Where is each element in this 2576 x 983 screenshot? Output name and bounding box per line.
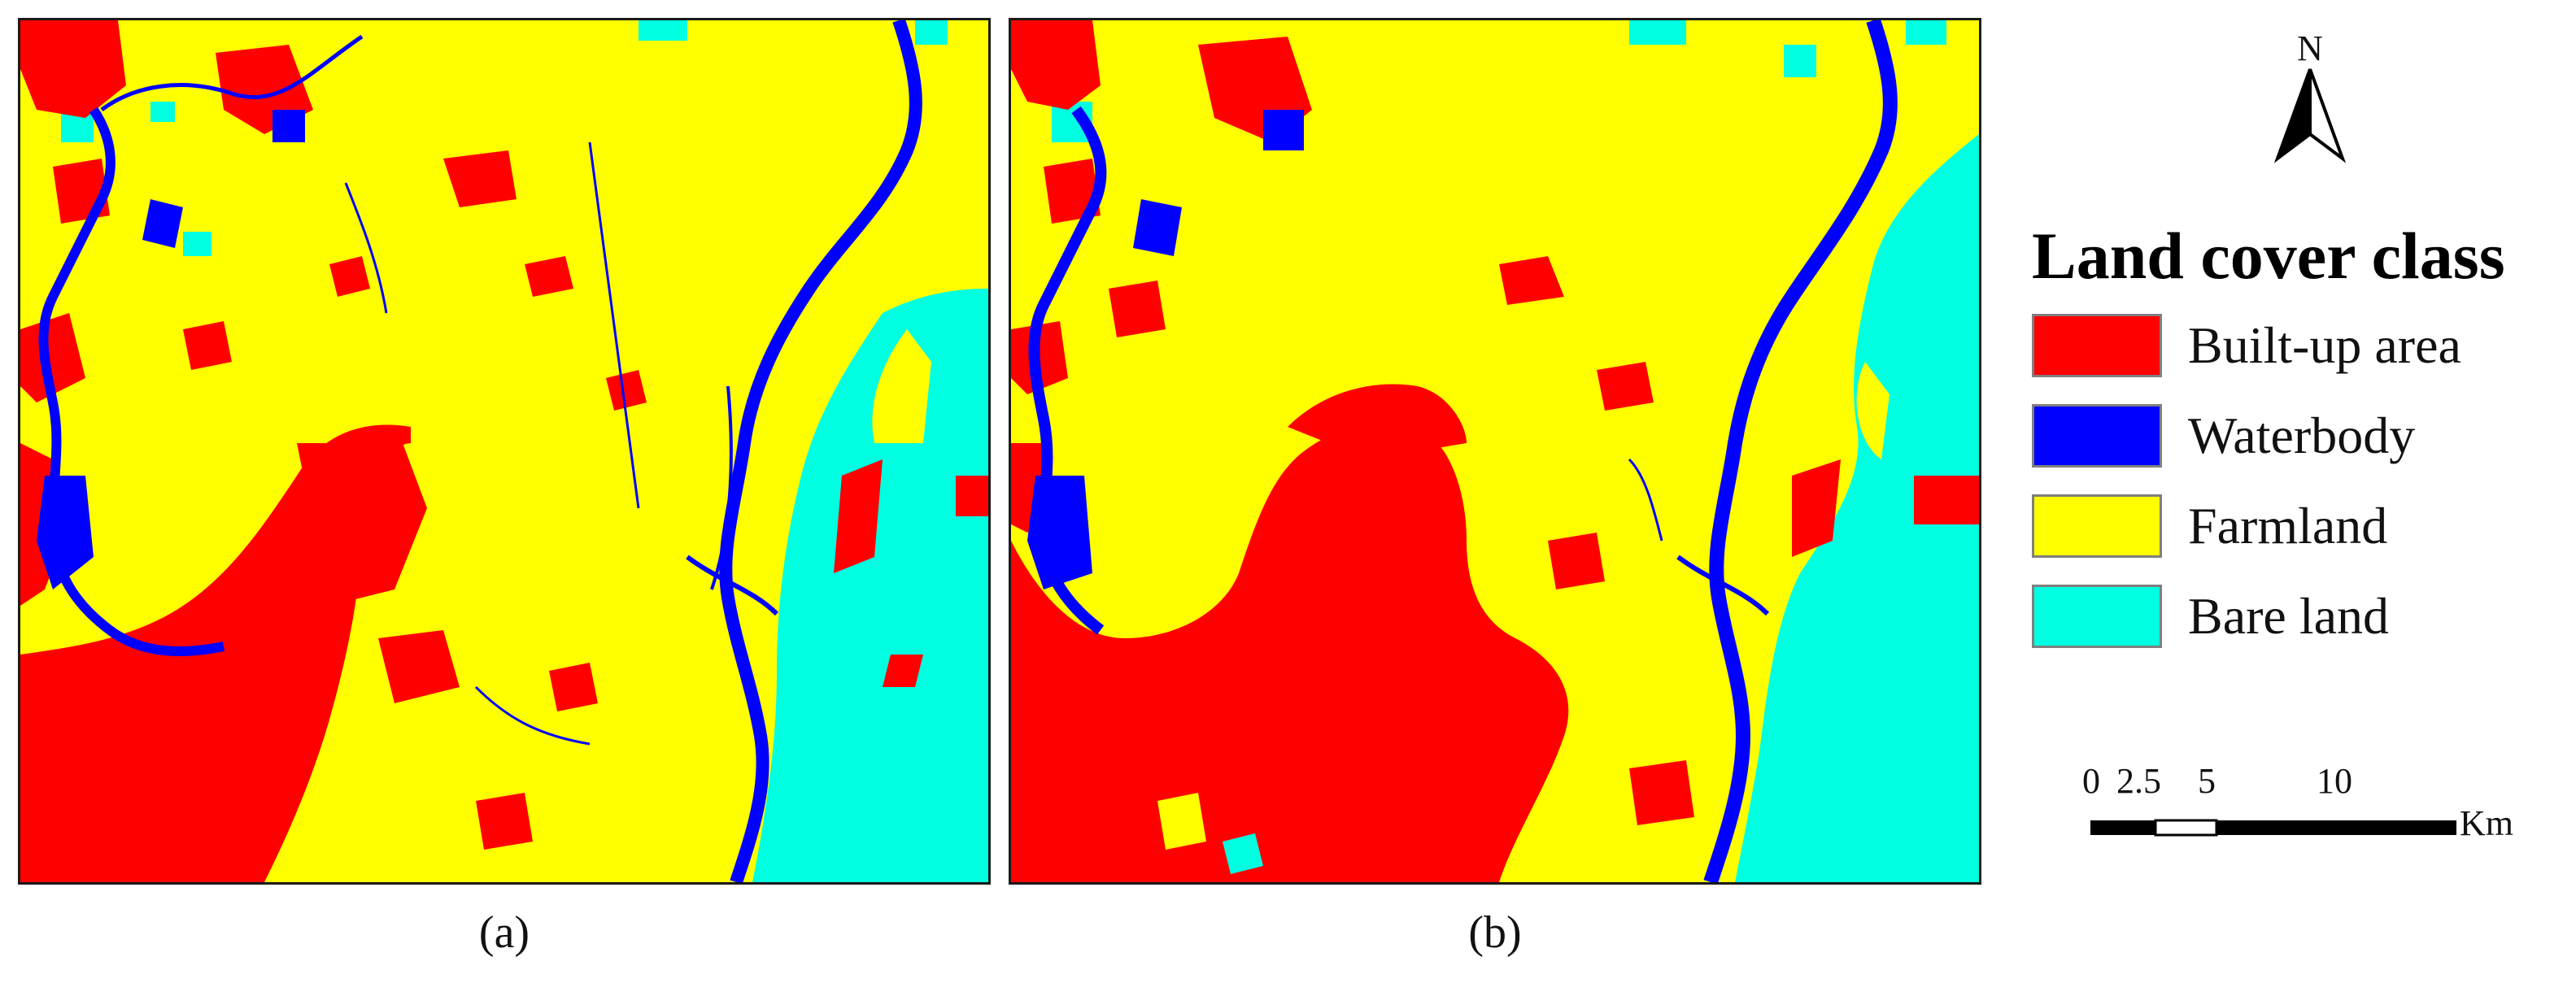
north-arrow-label: N: [2297, 28, 2323, 68]
scale-bar: 0 2.5 5 10 Km: [2082, 760, 2538, 858]
legend-item-farmland: Farmland: [2032, 494, 2569, 559]
land-cover-map-b: [1009, 18, 1981, 885]
scale-bar-graphic: [2090, 819, 2456, 837]
map-b-canvas: [1011, 20, 1979, 882]
legend-label: Farmland: [2188, 497, 2388, 555]
legend-swatch-waterbody: [2032, 404, 2162, 468]
legend-item-bare-land: Bare land: [2032, 585, 2569, 650]
legend-label: Bare land: [2188, 587, 2389, 645]
legend-swatch-bare-land: [2032, 585, 2162, 648]
legend-item-built-up: Built-up area: [2032, 314, 2569, 379]
legend-item-waterbody: Waterbody: [2032, 404, 2569, 469]
north-arrow-icon: [2274, 68, 2346, 163]
scale-tick-label: 0: [2082, 761, 2100, 801]
legend-label: Built-up area: [2188, 316, 2461, 374]
land-cover-map-a: [18, 18, 991, 885]
legend-swatch-built-up: [2032, 314, 2162, 377]
legend-swatch-farmland: [2032, 494, 2162, 558]
legend-label: Waterbody: [2188, 407, 2416, 464]
scale-tick-label: 2.5: [2116, 761, 2161, 801]
map-a-canvas: [20, 20, 988, 882]
scale-tick-label: 10: [2317, 761, 2352, 801]
panel-a-caption: (a): [478, 907, 530, 958]
scale-unit-label: Km: [2460, 803, 2513, 843]
scale-tick-label: 5: [2198, 761, 2216, 801]
legend-title: Land cover class: [2032, 219, 2505, 293]
panel-b-caption: (b): [1468, 907, 1522, 958]
